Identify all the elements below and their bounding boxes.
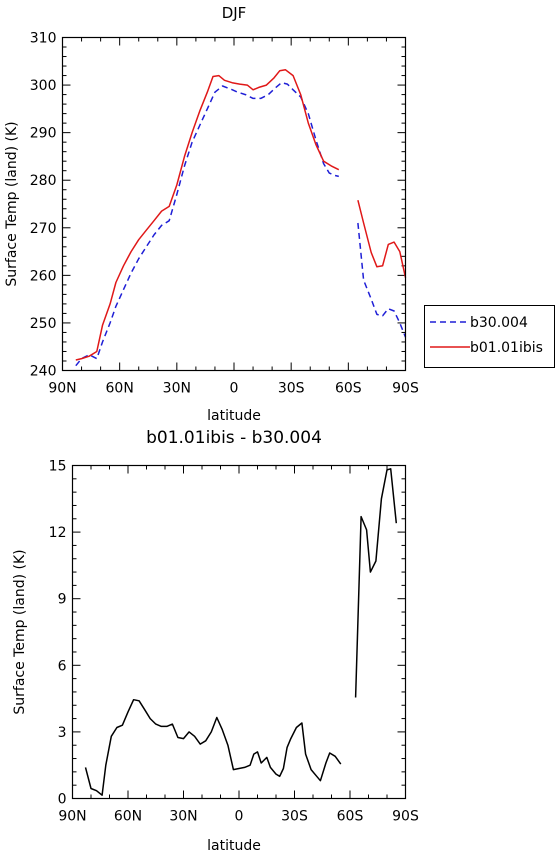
top-ytick-label: 300: [30, 78, 57, 94]
bottom-xtick-label: 90N: [58, 809, 86, 825]
bottom-plot-frame: [71, 464, 407, 800]
bottom-ytick-label: 3: [58, 725, 67, 741]
bottom-plot-ylabel: Surface Temp (land) (K): [12, 549, 28, 714]
bottom-ytick-label: 15: [49, 459, 67, 475]
top-xtick-label: 30N: [163, 381, 191, 397]
bottom-xtick-label: 60N: [114, 809, 142, 825]
top-plot-title: DJF: [222, 4, 247, 22]
top-xtick-label: 60S: [335, 381, 362, 397]
top-xtick-label: 30S: [278, 381, 305, 397]
bottom-ytick-label: 0: [58, 792, 67, 808]
top-xtick-label: 0: [230, 381, 239, 397]
legend-label-b30: b30.004: [470, 315, 528, 331]
bottom-xtick-label: 90S: [392, 809, 419, 825]
top-plot: DJF Surface Temp (land) (K) latitude 90N…: [4, 4, 419, 424]
bottom-plot-title: b01.01ibis - b30.004: [146, 428, 322, 448]
legend-label-b01: b01.01ibis: [470, 340, 543, 356]
bottom-xtick-label: 60S: [337, 809, 364, 825]
top-series-0-segment-0: [75, 81, 339, 367]
top-plot-ylabel: Surface Temp (land) (K): [4, 121, 20, 286]
bottom-series-0-segment-1: [354, 468, 398, 698]
bottom-xtick-label: 0: [235, 809, 244, 825]
bottom-plot: b01.01ibis - b30.004 Surface Temp (land)…: [12, 428, 419, 852]
top-xtick-label: 60N: [106, 381, 134, 397]
bottom-xtick-label: 30N: [169, 809, 197, 825]
bottom-series-0-segment-0: [84, 698, 342, 796]
top-ytick-label: 290: [30, 126, 57, 142]
top-ytick-label: 280: [30, 173, 57, 189]
top-ytick-label: 240: [30, 364, 57, 380]
top-ytick-label: 260: [30, 268, 57, 284]
bottom-ytick-label: 9: [58, 592, 67, 608]
top-plot-xlabel: latitude: [207, 408, 261, 424]
top-ytick-label: 250: [30, 316, 57, 332]
bottom-ytick-label: 6: [58, 658, 67, 674]
top-ytick-label: 310: [30, 31, 57, 47]
bottom-ytick-label: 12: [49, 525, 67, 541]
top-xtick-label: 90N: [48, 381, 76, 397]
top-series-0-segment-1: [357, 222, 407, 338]
top-series-1-segment-0: [75, 69, 340, 361]
legend: b30.004 b01.01ibis: [424, 305, 555, 368]
bottom-xtick-label: 30S: [281, 809, 308, 825]
bottom-plot-xlabel: latitude: [207, 838, 261, 852]
legend-box: [424, 305, 555, 368]
top-series-1-segment-1: [357, 200, 407, 278]
top-plot-frame: [61, 36, 407, 372]
top-ytick-label: 270: [30, 221, 57, 237]
top-xtick-label: 90S: [392, 381, 419, 397]
